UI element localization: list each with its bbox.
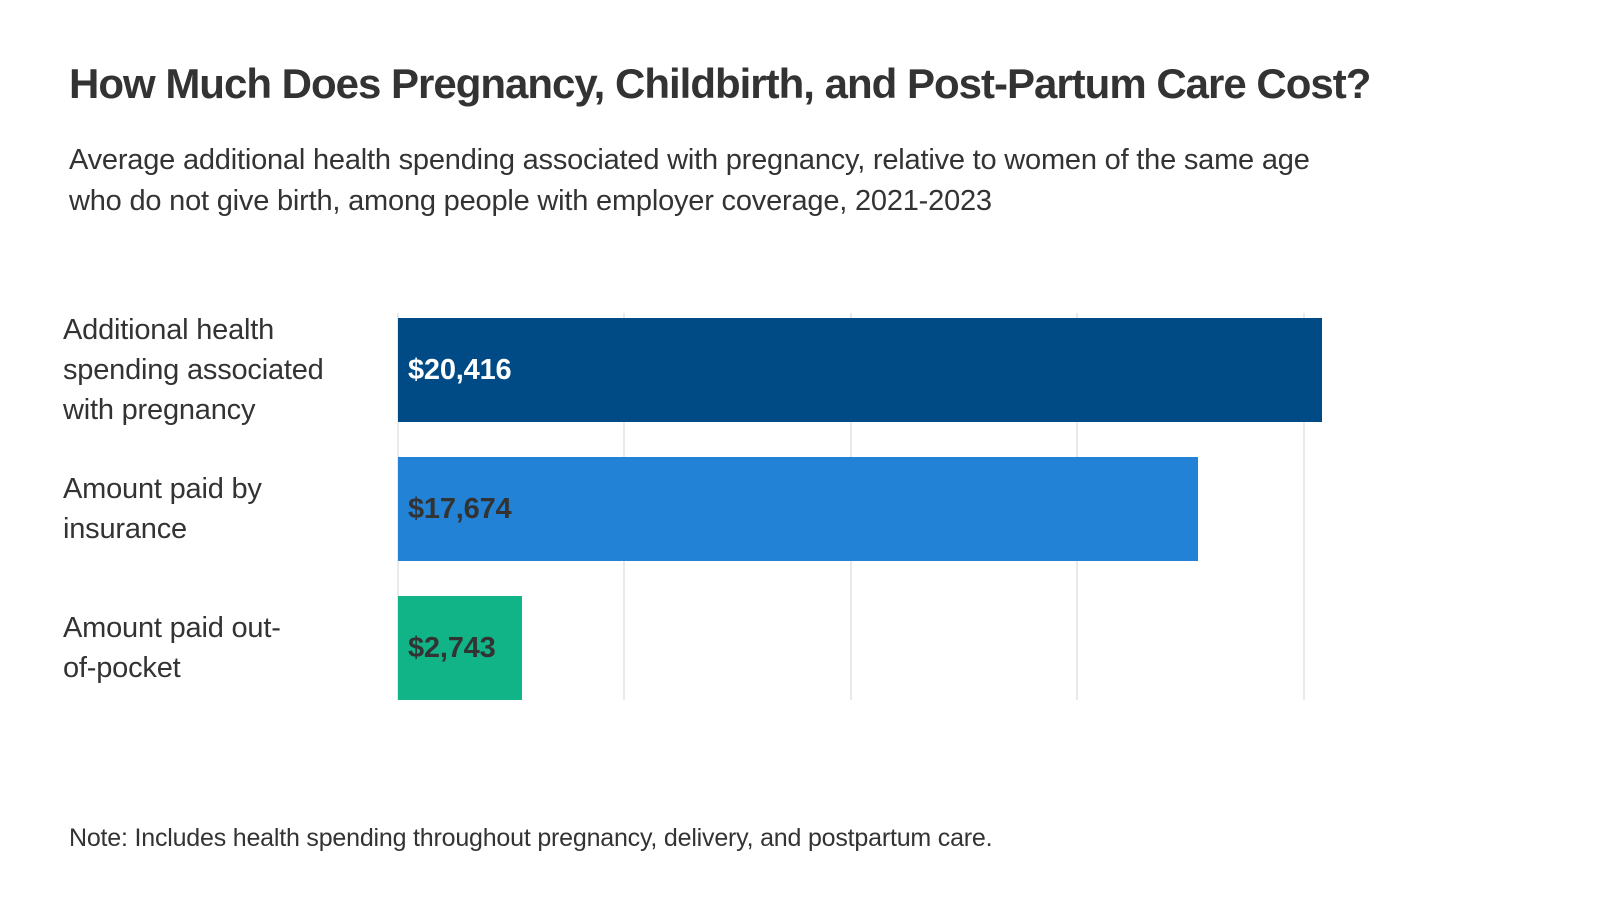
category-label-line: with pregnancy (63, 394, 256, 426)
category-label-line: Amount paid out- (63, 612, 281, 644)
bar-value-label: $20,416 (408, 353, 512, 386)
bar-1: $20,416 (398, 318, 1323, 422)
category-labels: Additional health spending associated with… (63, 313, 393, 700)
subtitle-line-1: Average additional health spending assoc… (69, 144, 1310, 176)
category-label-line: insurance (63, 513, 187, 545)
category-label-2: Amount paid by insurance (63, 457, 393, 561)
bar-value-label: $2,743 (408, 631, 496, 664)
category-label-3: Amount paid out-of-pocket (63, 596, 393, 700)
bar-value-label: $17,674 (408, 492, 512, 525)
category-label-line: spending associated (63, 354, 324, 386)
chart-title: How Much Does Pregnancy, Childbirth, and… (69, 60, 1371, 107)
bar-2: $17,674 (398, 457, 1199, 561)
category-label-1: Additional health spending associated with… (63, 314, 393, 426)
category-label-line: Amount paid by (63, 473, 262, 505)
gridline-20000 (1302, 313, 1305, 700)
plot-area: $20,416 $17,674 $2,743 (397, 313, 1530, 700)
chart-subtitle: Average additional health spending assoc… (69, 140, 1549, 222)
subtitle-line-2: who do not give birth, among people with… (69, 185, 992, 217)
category-label-line: of-pocket (63, 652, 181, 684)
category-label-line: Additional health (63, 314, 275, 346)
bar-3: $2,743 (398, 596, 523, 700)
chart-note: Note: Includes health spending throughou… (69, 824, 993, 852)
